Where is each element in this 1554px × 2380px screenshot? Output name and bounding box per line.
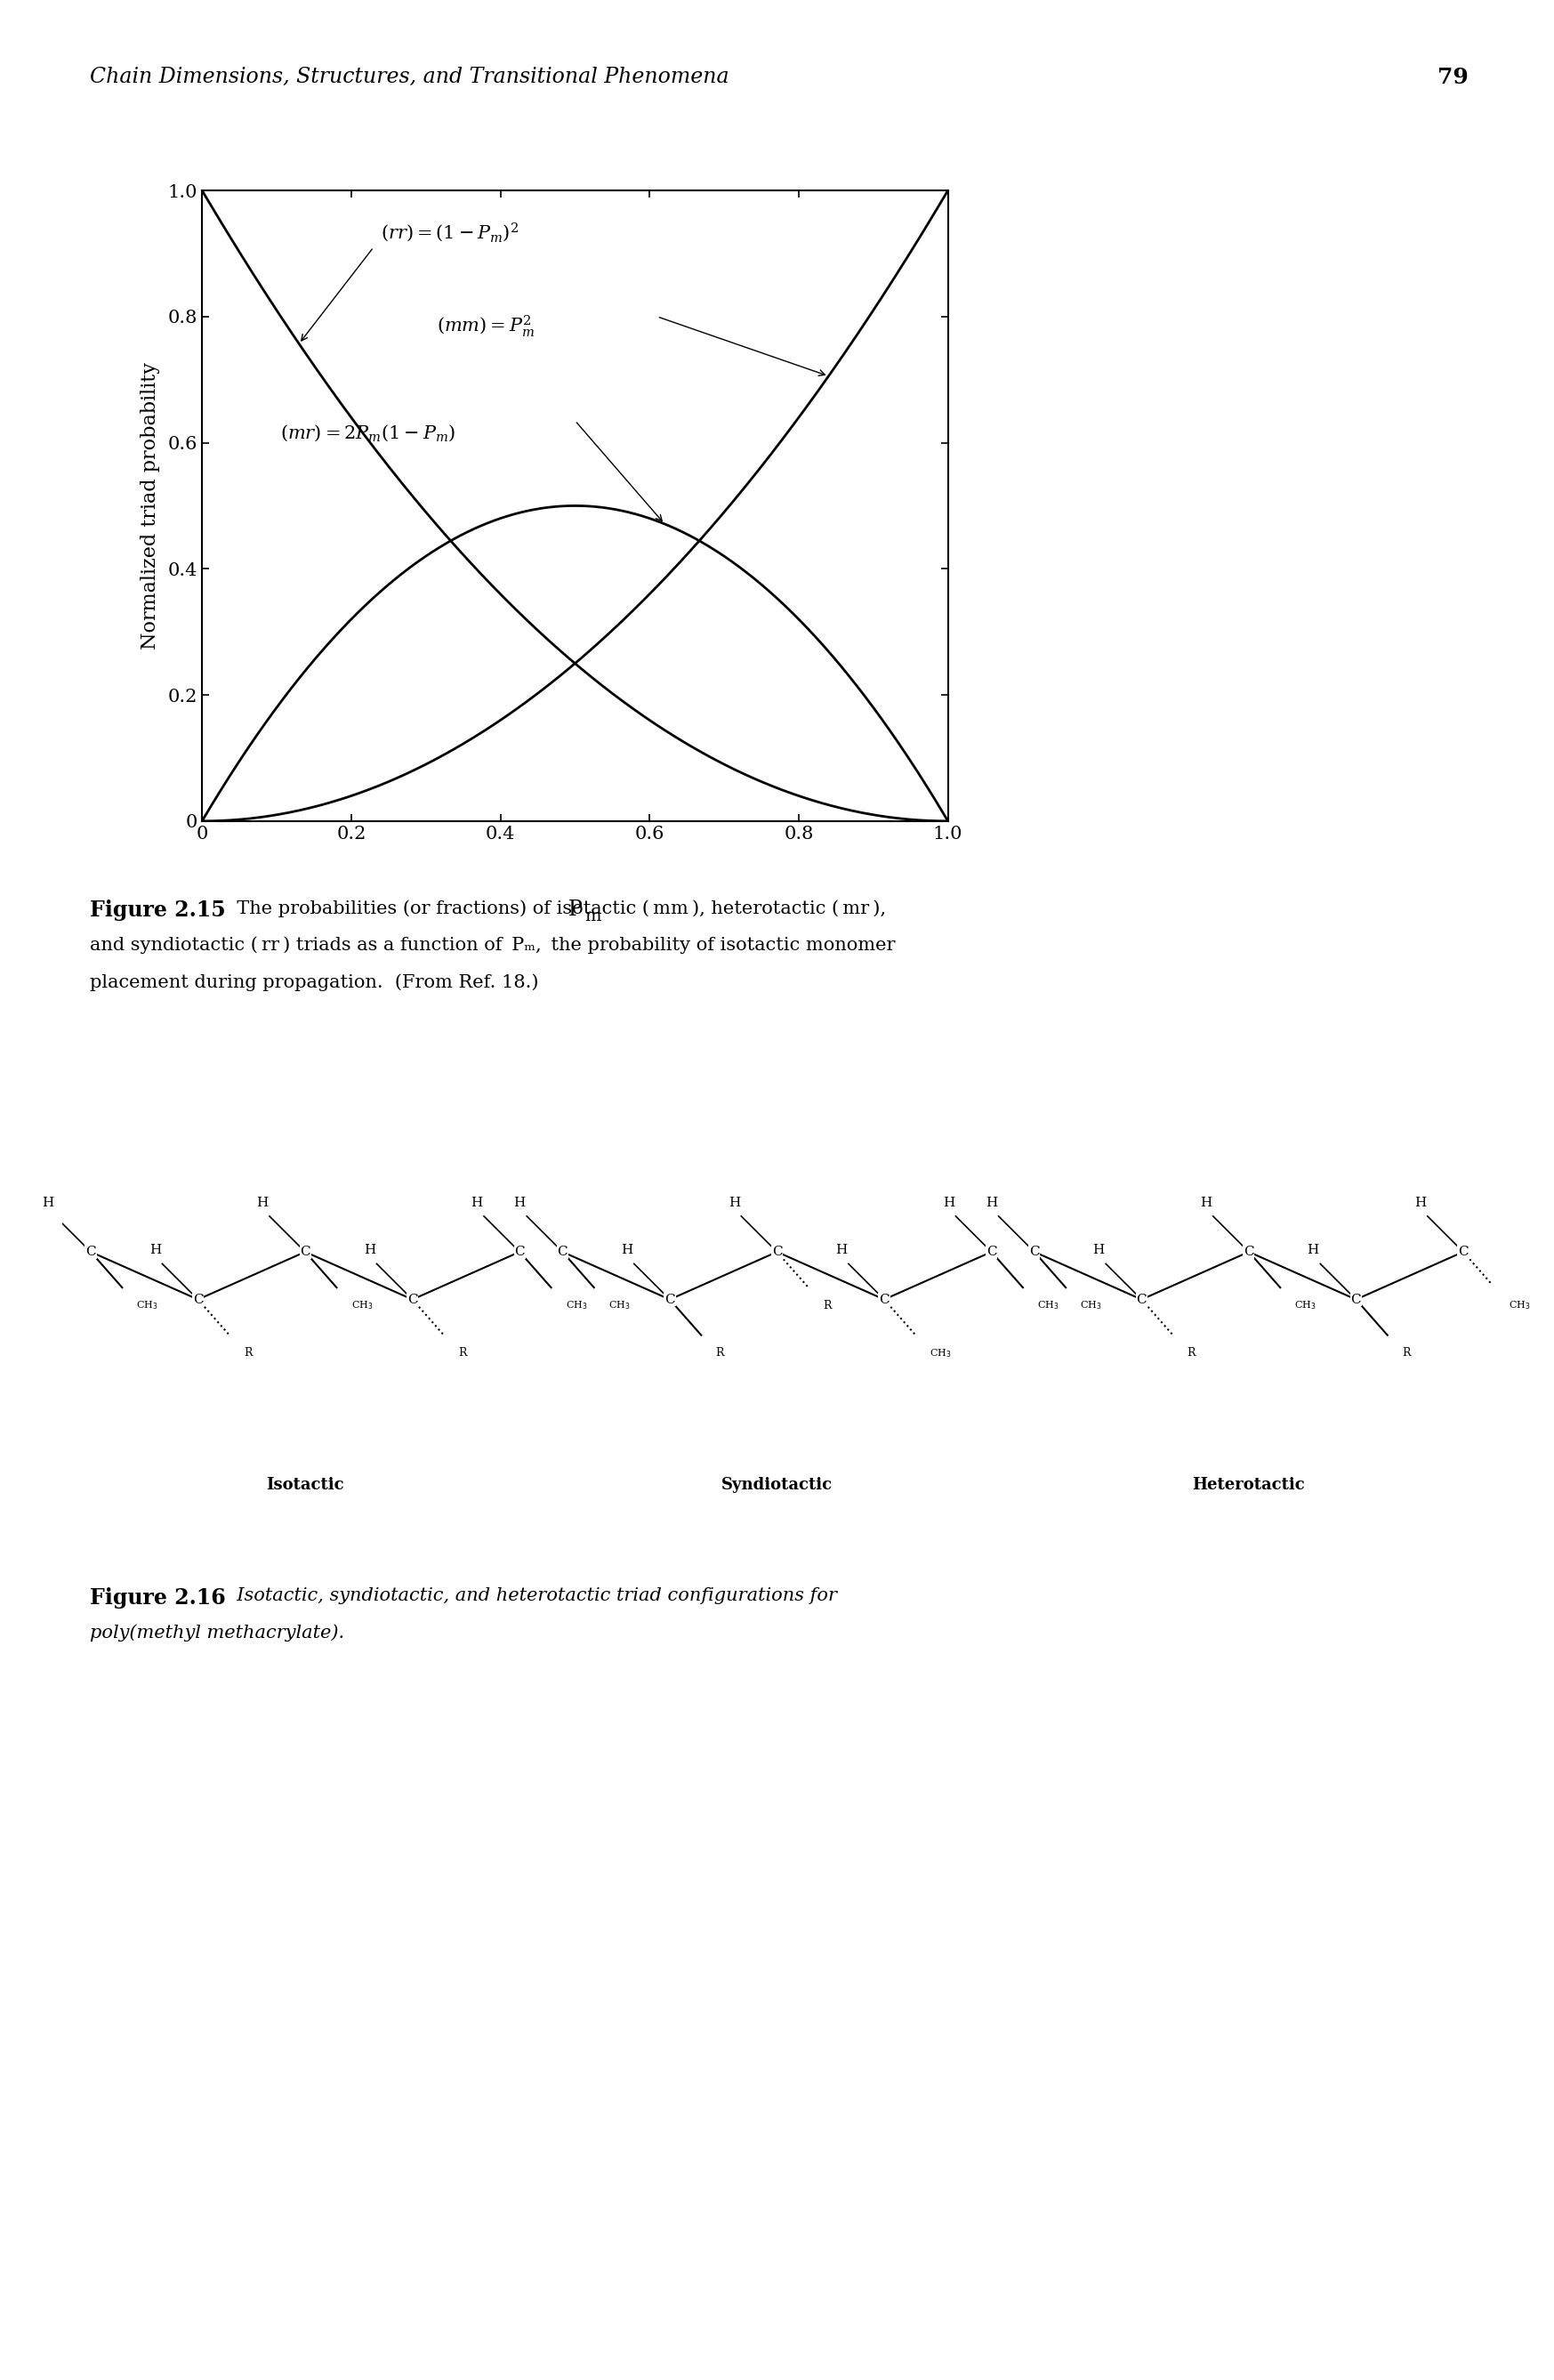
Text: H: H — [364, 1245, 376, 1257]
Text: 79: 79 — [1437, 67, 1469, 88]
Text: $(rr) = (1-P_m)^2$: $(rr) = (1-P_m)^2$ — [381, 221, 519, 245]
Text: C: C — [1136, 1292, 1147, 1307]
Text: H: H — [985, 1197, 998, 1209]
Text: C: C — [558, 1245, 567, 1259]
Text: C: C — [1029, 1245, 1040, 1259]
Text: The probabilities (or fractions) of isotactic ( mm ), heterotactic ( mr ),: The probabilities (or fractions) of isot… — [225, 900, 886, 916]
Text: R: R — [244, 1347, 252, 1359]
Text: m: m — [584, 909, 601, 923]
Text: CH$_3$: CH$_3$ — [566, 1299, 587, 1311]
Text: H: H — [836, 1245, 847, 1257]
Text: H: H — [729, 1197, 740, 1209]
Text: C: C — [193, 1292, 204, 1307]
Text: C: C — [880, 1292, 889, 1307]
Text: R: R — [458, 1347, 466, 1359]
Text: and syndiotactic ( rr ) triads as a function of  Pₘ,  the probability of isotact: and syndiotactic ( rr ) triads as a func… — [90, 935, 895, 954]
Text: H: H — [1307, 1245, 1319, 1257]
Y-axis label: Normalized triad probability: Normalized triad probability — [141, 362, 160, 650]
Text: C: C — [407, 1292, 418, 1307]
Text: CH$_3$: CH$_3$ — [137, 1299, 159, 1311]
Text: C: C — [300, 1245, 311, 1259]
Text: H: H — [256, 1197, 269, 1209]
Text: CH$_3$: CH$_3$ — [1509, 1299, 1531, 1311]
Text: H: H — [514, 1197, 525, 1209]
Text: Figure 2.16: Figure 2.16 — [90, 1587, 225, 1609]
Text: H: H — [1200, 1197, 1212, 1209]
Text: C: C — [1243, 1245, 1254, 1259]
Text: Isotactic, syndiotactic, and heterotactic triad configurations for: Isotactic, syndiotactic, and heterotacti… — [225, 1587, 838, 1604]
Text: R: R — [715, 1347, 724, 1359]
Text: Chain Dimensions, Structures, and Transitional Phenomena: Chain Dimensions, Structures, and Transi… — [90, 67, 729, 88]
Text: CH$_3$: CH$_3$ — [351, 1299, 373, 1311]
Text: C: C — [665, 1292, 674, 1307]
Text: CH$_3$: CH$_3$ — [1294, 1299, 1316, 1311]
Text: placement during propagation.  (From Ref. 18.): placement during propagation. (From Ref.… — [90, 973, 539, 990]
Text: Isotactic: Isotactic — [266, 1478, 343, 1492]
Text: CH$_3$: CH$_3$ — [608, 1299, 631, 1311]
Text: C: C — [514, 1245, 525, 1259]
Text: poly(methyl methacrylate).: poly(methyl methacrylate). — [90, 1623, 345, 1642]
Text: R: R — [822, 1299, 831, 1311]
Text: CH$_3$: CH$_3$ — [929, 1347, 953, 1359]
Text: H: H — [471, 1197, 483, 1209]
Text: R: R — [1187, 1347, 1195, 1359]
Text: C: C — [1458, 1245, 1469, 1259]
Text: H: H — [42, 1197, 54, 1209]
Text: CH$_3$: CH$_3$ — [1080, 1299, 1102, 1311]
Text: C: C — [1350, 1292, 1361, 1307]
Text: Heterotactic: Heterotactic — [1192, 1478, 1305, 1492]
Text: C: C — [987, 1245, 996, 1259]
Text: P: P — [567, 900, 583, 921]
Text: Syndiotactic: Syndiotactic — [721, 1478, 833, 1492]
Text: C: C — [85, 1245, 96, 1259]
Text: $(mr) = 2P_m(1-P_m)$: $(mr) = 2P_m(1-P_m)$ — [280, 424, 455, 443]
Text: H: H — [149, 1245, 162, 1257]
Text: H: H — [1414, 1197, 1427, 1209]
Text: C: C — [772, 1245, 782, 1259]
Text: H: H — [943, 1197, 954, 1209]
Text: CH$_3$: CH$_3$ — [1037, 1299, 1060, 1311]
Text: R: R — [1402, 1347, 1409, 1359]
Text: H: H — [1092, 1245, 1105, 1257]
Text: H: H — [622, 1245, 632, 1257]
Text: Figure 2.15: Figure 2.15 — [90, 900, 225, 921]
Text: $(mm) = P_m^2$: $(mm) = P_m^2$ — [437, 314, 535, 338]
